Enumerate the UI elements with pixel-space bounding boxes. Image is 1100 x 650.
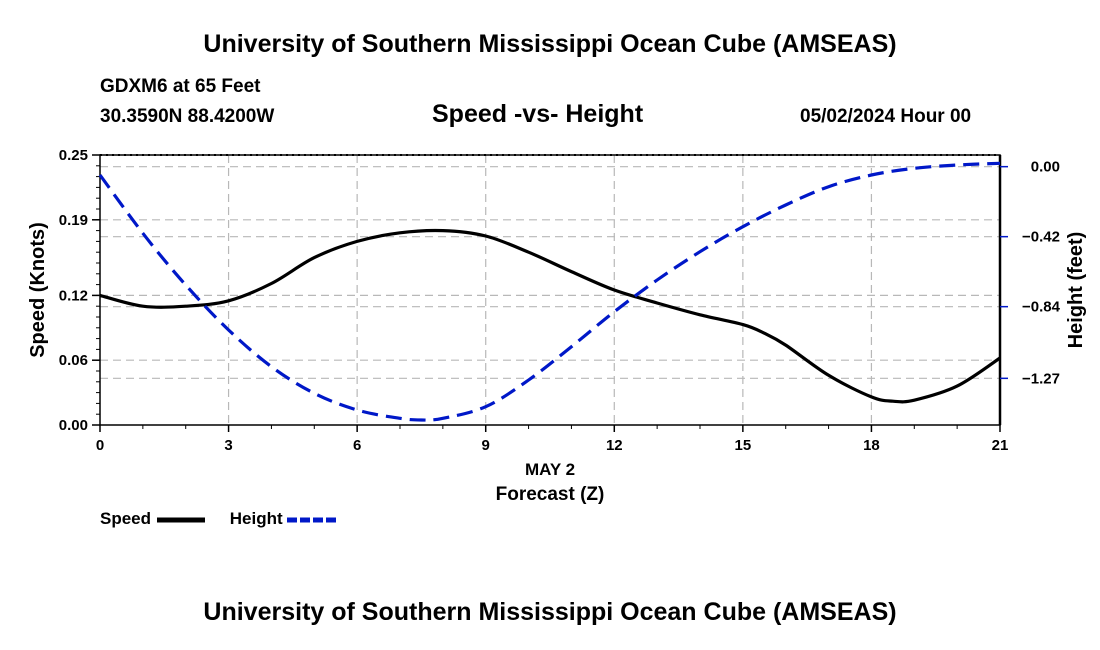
y-tick-label: 0.00 <box>59 417 88 434</box>
coordinates-label: 30.3590N 88.4200W <box>100 106 275 127</box>
y-tick-label: 0.19 <box>59 212 88 229</box>
axis-ticks <box>92 154 1008 432</box>
axis-labels: 0 3 6 9 12 15 18 21 0.00 0.06 0.12 0.19 0.25 0.00 −0.4… <box>27 147 1087 505</box>
legend-entry-speed: Speed <box>100 509 207 529</box>
y-tick-label: 0.25 <box>59 147 88 164</box>
y2-tick-label: −0.42 <box>1022 229 1060 246</box>
x-tick-label: 21 <box>992 437 1009 454</box>
legend: Speed Height <box>100 509 357 529</box>
y2-tick-label: −0.84 <box>1022 299 1061 316</box>
plot-frame <box>99 154 1001 426</box>
x-tick-label: 9 <box>482 437 490 454</box>
legend-label-height: Height <box>229 509 283 528</box>
page-title: University of Southern Mississippi Ocean… <box>203 30 897 58</box>
x-tick-label: 15 <box>735 437 752 454</box>
legend-entry-height: Height <box>230 509 339 529</box>
y2-tick-label: 0.00 <box>1031 159 1060 176</box>
legend-swatch-height <box>286 517 337 523</box>
y-tick-label: 0.12 <box>59 287 88 304</box>
x-tick-label: 3 <box>224 437 232 454</box>
y-tick-label: 0.06 <box>59 352 88 369</box>
forecast-datetime: 05/02/2024 Hour 00 <box>800 106 972 127</box>
x-tick-label: 0 <box>96 437 104 454</box>
legend-label-speed: Speed <box>100 509 152 528</box>
y2-axis-title: Height (feet) <box>1065 232 1087 349</box>
series-line-height <box>98 161 1001 422</box>
x-tick-label: 18 <box>863 437 880 454</box>
x-axis-title: Forecast (Z) <box>496 484 605 505</box>
x-axis-date-label: MAY 2 <box>525 460 575 479</box>
legend-swatch-speed <box>157 517 206 523</box>
y-axis-title: Speed (Knots) <box>27 222 49 358</box>
series-line-speed <box>99 228 1001 404</box>
footer-title: University of Southern Mississippi Ocean… <box>203 598 897 626</box>
grid-lines <box>100 155 1000 425</box>
series-layer <box>98 161 1001 422</box>
chart-subtitle: Speed -vs- Height <box>432 100 644 128</box>
x-tick-label: 6 <box>353 437 361 454</box>
x-tick-label: 12 <box>606 437 623 454</box>
station-label: GDXM6 at 65 Feet <box>100 76 261 97</box>
y2-tick-label: −1.27 <box>1022 370 1060 387</box>
